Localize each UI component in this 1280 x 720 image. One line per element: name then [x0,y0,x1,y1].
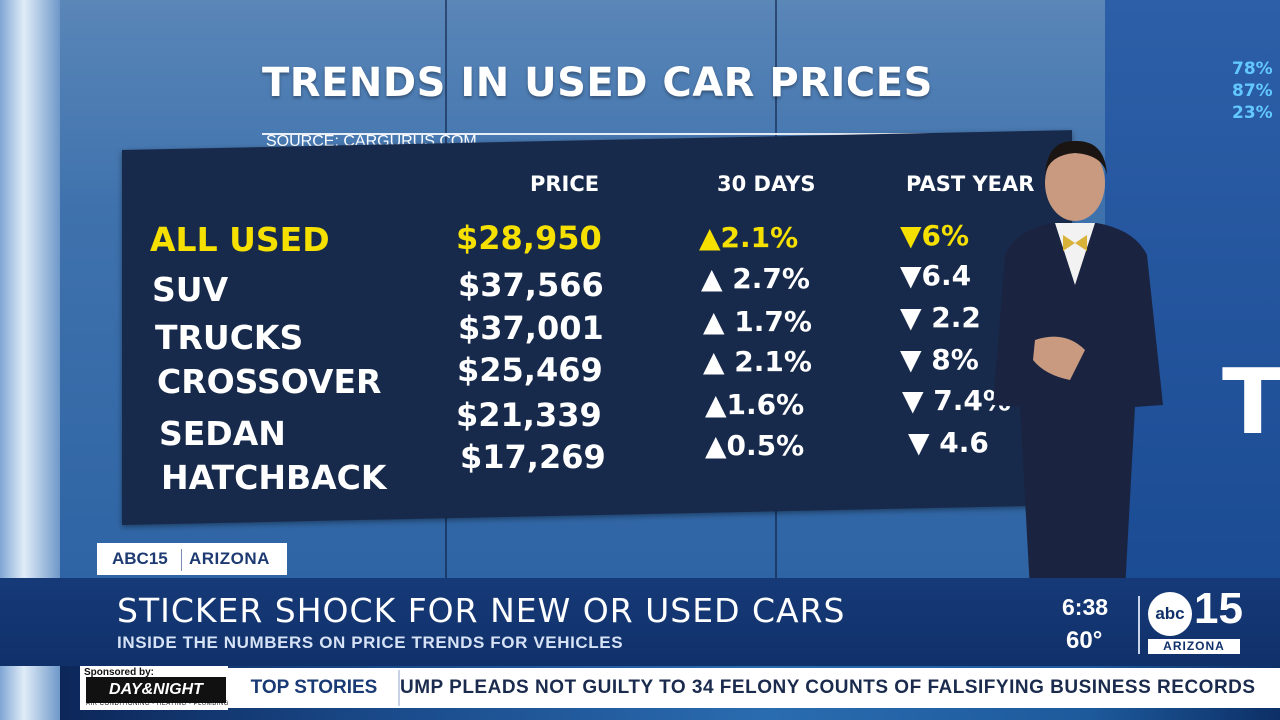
header-past-year: PAST YEAR [906,172,1035,196]
row-past-year-change: ▼ 7.4% [902,384,1011,417]
sponsor-tagline: AIR CONDITIONING • HEATING • PLUMBING [86,701,229,707]
station-tag [97,543,287,575]
row-30-day-change: ▲0.5% [705,429,805,462]
row-30-day-change: ▲ 1.7% [703,305,812,338]
row-price: $17,269 [460,438,606,476]
row-past-year-change: ▼ 4.6 [908,426,989,459]
row-30-day-change: ▲ 2.7% [701,262,810,295]
tag-divider [181,549,182,571]
abc15-logo: abc 15 ARIZONA [1148,584,1243,654]
side-screen-letter: T [1222,350,1280,455]
row-category: TRUCKS [155,318,304,357]
temperature: 60° [1066,627,1103,654]
row-category: SUV [152,270,229,309]
row-price: $25,469 [457,351,603,389]
row-past-year-change: ▼6% [900,219,970,252]
row-past-year-change: ▼ 8% [900,343,979,376]
header-price: PRICE [530,172,600,196]
graphic-title: TRENDS IN USED CAR PRICES [262,60,933,106]
side-percent: 78% [1232,59,1273,79]
row-price: $37,001 [458,309,604,347]
logo-market: ARIZONA [1148,639,1240,654]
side-percent: 87% [1232,81,1273,101]
row-price: $28,950 [456,219,602,257]
headline: STICKER SHOCK FOR NEW OR USED CARS [117,591,846,630]
ticker-section-label: TOP STORIES [230,670,400,706]
side-screen-percents: 78% 87% 23% [1232,58,1273,124]
logo-divider [1138,596,1140,654]
station-location: ARIZONA [189,549,270,568]
row-30-day-change: ▲1.6% [705,388,805,421]
subheadline: INSIDE THE NUMBERS ON PRICE TRENDS FOR V… [117,633,624,652]
row-category: SEDAN [159,414,286,453]
row-price: $37,566 [458,266,604,304]
row-30-day-change: ▲ 2.1% [703,345,812,378]
lower-third-bar [0,578,1280,666]
row-category: HATCHBACK [161,458,387,497]
row-price: $21,339 [456,396,602,434]
row-past-year-change: ▼ 2.2 [900,301,981,334]
clock-time: 6:38 [1062,594,1109,620]
news-anchor-figure [993,140,1163,590]
channel-number: 15 [1194,584,1243,633]
abc-logo-icon: abc [1148,592,1192,636]
row-30-day-change: ▲2.1% [699,221,799,254]
sponsor-label: Sponsored by: [84,667,155,678]
station-call-sign: ABC15 [112,549,168,568]
side-percent: 23% [1232,103,1273,123]
ticker-headline: UMP PLEADS NOT GUILTY TO 34 FELONY COUNT… [400,677,1256,698]
header-30-days: 30 DAYS [717,172,816,196]
row-category: CROSSOVER [157,362,382,401]
title-rule [262,133,947,135]
row-past-year-change: ▼6.4 [900,259,972,292]
sponsor-logo: DAY&NIGHT [86,677,226,703]
row-category: ALL USED [150,220,330,259]
